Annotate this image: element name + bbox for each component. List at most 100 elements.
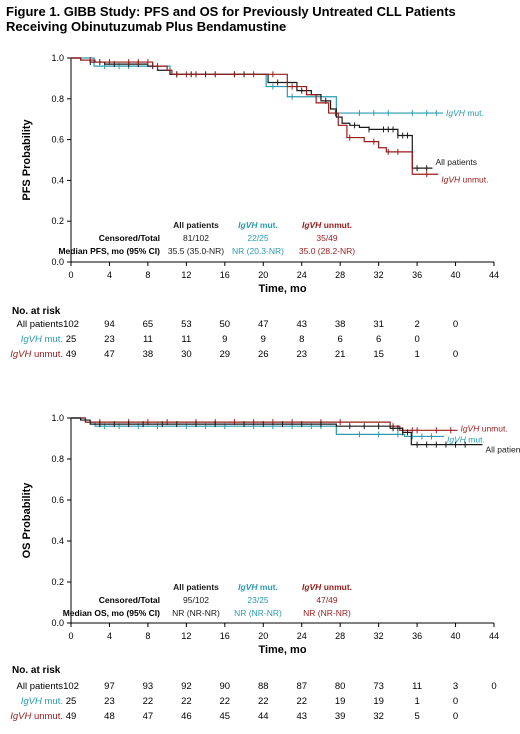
series-label-all: All patients — [435, 157, 477, 167]
y-tick-label: 1.0 — [51, 53, 64, 63]
km-curve-all — [71, 417, 483, 446]
at-risk-value-unmut: 49 — [66, 349, 77, 360]
km-curve-unmut — [71, 57, 439, 175]
figure-title: Figure 1. GIBB Study: PFS and OS for Pre… — [6, 4, 456, 34]
at-risk-value-all: 65 — [143, 319, 154, 330]
at-risk-value-mut: 11 — [143, 334, 153, 345]
at-risk-value-unmut: 15 — [373, 349, 384, 360]
series-label-mut: IgVH mut. — [446, 108, 484, 118]
x-tick-label: 12 — [181, 270, 191, 280]
at-risk-value-mut: 22 — [296, 696, 307, 707]
at-risk-value-mut: 22 — [220, 696, 231, 707]
x-tick-label: 24 — [297, 631, 307, 641]
stats-row-label: Censored/Total — [99, 595, 160, 605]
at-risk-value-all: 53 — [181, 319, 192, 330]
at-risk-value-unmut: 49 — [66, 711, 77, 722]
at-risk-value-unmut: 46 — [181, 711, 192, 722]
at-risk-value-unmut: 21 — [335, 349, 346, 360]
stats-header-unmut: IgVH unmut. — [302, 582, 352, 592]
stats-row-label: Median PFS, mo (95% CI) — [58, 246, 160, 256]
stats-cell-mut: 22/25 — [247, 233, 269, 243]
at-risk-value-all: 88 — [258, 681, 269, 692]
at-risk-value-all: 2 — [414, 319, 419, 330]
at-risk-value-mut: 22 — [258, 696, 269, 707]
y-tick-label: 0.4 — [51, 536, 64, 546]
at-risk-value-unmut: 23 — [296, 349, 307, 360]
at-risk-value-all: 97 — [104, 681, 115, 692]
at-risk-value-unmut: 29 — [220, 349, 231, 360]
km-curve-unmut — [71, 417, 458, 431]
x-tick-label: 4 — [107, 631, 112, 641]
stats-cell-unmut: NR (NR-NR) — [303, 608, 351, 618]
at-risk-label-all: All patients — [17, 319, 64, 330]
at-risk-value-mut: 25 — [66, 334, 77, 345]
at-risk-value-unmut: 45 — [220, 711, 231, 722]
at-risk-value-unmut: 39 — [335, 711, 346, 722]
y-tick-label: 0.8 — [51, 94, 64, 104]
stats-row-label: Median OS, mo (95% CI) — [63, 608, 160, 618]
y-tick-label: 0.6 — [51, 495, 64, 505]
x-tick-label: 24 — [297, 270, 307, 280]
x-tick-label: 0 — [68, 270, 73, 280]
stats-header-mut: IgVH mut. — [238, 220, 278, 230]
at-risk-value-unmut: 26 — [258, 349, 269, 360]
x-tick-label: 0 — [68, 631, 73, 641]
y-tick-label: 0.0 — [51, 257, 64, 267]
x-tick-label: 44 — [489, 270, 499, 280]
at-risk-value-unmut: 0 — [453, 349, 458, 360]
y-axis-label: PFS Probability — [21, 118, 33, 200]
stats-cell-mut: 23/25 — [247, 595, 269, 605]
at-risk-label-unmut: IgVH unmut. — [10, 711, 63, 722]
at-risk-value-mut: 22 — [143, 696, 154, 707]
at-risk-value-unmut: 43 — [296, 711, 307, 722]
at-risk-value-mut: 1 — [414, 696, 419, 707]
stats-cell-all: 35.5 (35.0-NR) — [168, 246, 224, 256]
at-risk-value-all: 102 — [63, 681, 79, 692]
x-tick-label: 8 — [145, 270, 150, 280]
at-risk-value-mut: 9 — [261, 334, 266, 345]
at-risk-value-unmut: 48 — [104, 711, 115, 722]
at-risk-value-all: 38 — [335, 319, 346, 330]
y-tick-label: 0.8 — [51, 454, 64, 464]
series-label-all: All patients — [485, 445, 520, 455]
at-risk-value-unmut: 47 — [104, 349, 115, 360]
at-risk-value-all: 50 — [220, 319, 231, 330]
at-risk-value-unmut: 38 — [143, 349, 154, 360]
x-axis-label: Time, mo — [258, 283, 306, 295]
x-tick-label: 44 — [489, 631, 499, 641]
x-tick-label: 12 — [181, 631, 191, 641]
at-risk-value-all: 102 — [63, 319, 79, 330]
x-tick-label: 36 — [412, 270, 422, 280]
stats-cell-all: NR (NR-NR) — [172, 608, 220, 618]
km-curve-mut — [71, 417, 445, 438]
at-risk-value-all: 80 — [335, 681, 346, 692]
at-risk-value-unmut: 32 — [373, 711, 384, 722]
at-risk-value-mut: 9 — [222, 334, 227, 345]
at-risk-value-mut: 8 — [299, 334, 304, 345]
at-risk-value-mut: 22 — [181, 696, 192, 707]
y-tick-label: 0.2 — [51, 577, 64, 587]
stats-header-all: All patients — [173, 220, 219, 230]
x-tick-label: 4 — [107, 270, 112, 280]
at-risk-value-mut: 0 — [414, 334, 419, 345]
at-risk-title: No. at risk — [12, 306, 61, 317]
x-tick-label: 20 — [258, 270, 268, 280]
x-tick-label: 28 — [335, 631, 345, 641]
at-risk-value-all: 43 — [296, 319, 307, 330]
x-tick-label: 40 — [451, 270, 461, 280]
series-label-unmut: IgVH unmut. — [441, 174, 488, 184]
x-tick-label: 40 — [451, 631, 461, 641]
at-risk-value-all: 3 — [453, 681, 458, 692]
at-risk-value-mut: 6 — [376, 334, 381, 345]
y-tick-label: 0.4 — [51, 175, 64, 185]
y-axis-label: OS Probability — [21, 482, 33, 559]
series-label-mut: IgVH mut. — [447, 434, 485, 444]
at-risk-value-all: 87 — [296, 681, 307, 692]
x-tick-label: 16 — [220, 270, 230, 280]
at-risk-value-all: 31 — [373, 319, 384, 330]
x-axis-label: Time, mo — [258, 644, 306, 656]
stats-cell-all: 81/102 — [183, 233, 209, 243]
y-tick-label: 1.0 — [51, 413, 64, 423]
at-risk-value-all: 94 — [104, 319, 115, 330]
